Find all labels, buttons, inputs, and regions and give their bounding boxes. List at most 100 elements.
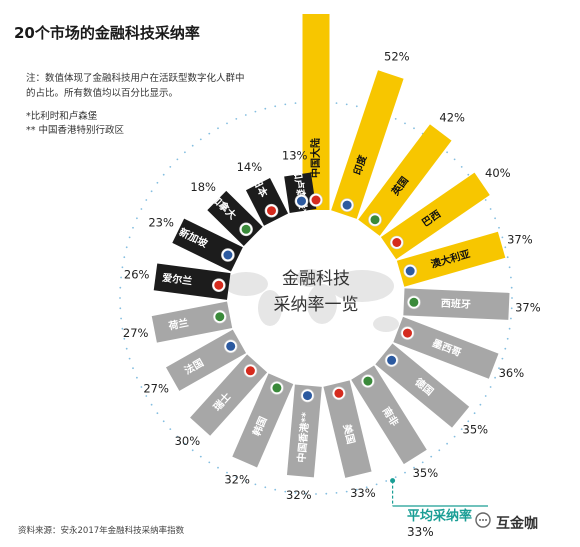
ring-dot — [508, 266, 511, 269]
ring-dot — [498, 367, 500, 370]
flag-icon — [264, 203, 279, 218]
ring-dot — [136, 376, 138, 379]
ring-dot — [169, 428, 172, 430]
bar-value-label: 69% — [303, 0, 329, 2]
ring-dot — [438, 449, 441, 452]
ring-dot — [484, 199, 487, 201]
bar-value-label: 23% — [148, 216, 174, 230]
ring-dot — [489, 208, 492, 210]
ring-dot — [355, 105, 358, 108]
bar-group: 南非 — [351, 365, 427, 465]
bar-value-label: 18% — [190, 180, 216, 194]
ring-dot — [121, 266, 124, 269]
ring-dot — [150, 403, 153, 406]
flag-icon — [239, 222, 253, 237]
ring-dot — [264, 486, 267, 489]
ring-dot — [217, 466, 219, 469]
map-continent — [258, 290, 282, 326]
ring-dot — [150, 190, 153, 193]
map-continent — [296, 269, 324, 287]
ring-dot — [184, 151, 186, 154]
bar-value-label: 26% — [124, 267, 150, 281]
flag-icon — [294, 194, 309, 208]
ring-dot — [128, 236, 131, 239]
bar-group: 英国 — [358, 124, 452, 236]
ring-dot — [140, 208, 143, 210]
ring-dot — [467, 420, 470, 423]
bar-group: 中国香港** — [286, 384, 322, 478]
flag-icon — [221, 248, 235, 262]
bar-value-label: 52% — [384, 50, 410, 64]
bar — [403, 288, 510, 320]
bar — [151, 301, 233, 343]
source-note: 资料来源：安永2017年金融科技采纳率指数 — [18, 526, 185, 536]
ring-dot — [199, 455, 202, 458]
flag-icon — [332, 386, 346, 401]
flag-icon — [389, 235, 404, 250]
ring-dot — [208, 132, 211, 135]
ring-dot — [274, 105, 277, 108]
ring-dot — [504, 347, 507, 350]
ring-dot — [125, 246, 128, 249]
flag-icon — [243, 363, 258, 378]
bar-value-label: 37% — [507, 233, 533, 247]
bar-value-label: 27% — [123, 326, 149, 340]
ring-dot — [208, 461, 211, 464]
ring-dot — [421, 461, 424, 464]
ring-dot — [394, 118, 397, 120]
ring-dot — [501, 357, 504, 360]
bar — [393, 316, 499, 379]
bar-value-label: 14% — [237, 160, 263, 174]
ring-dot — [132, 226, 134, 229]
ring-dot — [345, 103, 348, 106]
bar — [351, 365, 427, 465]
ring-dot — [254, 483, 257, 486]
flag-icon — [361, 374, 375, 388]
ring-dot — [498, 226, 500, 229]
chart-note: 注：数值体现了金融科技用户在活跃型数字化人群中的占比。所有数值均以百分比显示。 — [26, 73, 245, 99]
center-label-line1: 金融科技 — [282, 269, 350, 289]
bar-group: 墨西哥 — [393, 316, 499, 379]
ring-dot — [494, 376, 496, 379]
bar-group: 韩国 — [232, 373, 294, 468]
ring-dot — [404, 122, 406, 125]
bar-value-label: 13% — [282, 149, 308, 163]
ring-dot — [140, 386, 143, 388]
flag-icon — [213, 309, 227, 324]
ring-dot — [226, 122, 228, 125]
ring-dot — [355, 488, 358, 491]
bar-group: 巴西 — [380, 172, 490, 260]
ring-dot — [304, 492, 307, 495]
ring-dot — [335, 102, 338, 104]
bar-group: 荷兰 — [151, 301, 233, 343]
ring-dot — [510, 276, 512, 279]
bar-value-label: 36% — [499, 366, 525, 380]
bar — [358, 124, 452, 236]
ring-dot — [121, 327, 124, 330]
ring-dot — [453, 158, 456, 161]
flag-icon — [223, 339, 238, 354]
footnote-hong-kong: ** 中国香港特别行政区 — [26, 125, 125, 136]
ring-dot — [162, 173, 165, 176]
flag-icon — [403, 264, 418, 278]
ring-dot — [244, 480, 247, 482]
ring-dot — [235, 476, 238, 478]
bar-group: 印度 — [331, 70, 404, 219]
ring-dot — [191, 449, 194, 452]
bar-value-label: 35% — [413, 466, 439, 480]
bar-group: 美国 — [323, 380, 372, 478]
ring-dot — [494, 217, 496, 220]
average-value: 33% — [407, 525, 434, 539]
bar — [302, 14, 330, 210]
bar — [286, 384, 322, 478]
ring-dot — [119, 307, 122, 310]
bar — [232, 373, 294, 468]
flag-icon — [309, 193, 323, 207]
ring-dot — [136, 217, 138, 220]
ring-dot — [132, 367, 134, 370]
bar-value-label: 32% — [286, 488, 312, 502]
ring-dot — [244, 114, 247, 116]
ring-dot — [413, 127, 415, 130]
